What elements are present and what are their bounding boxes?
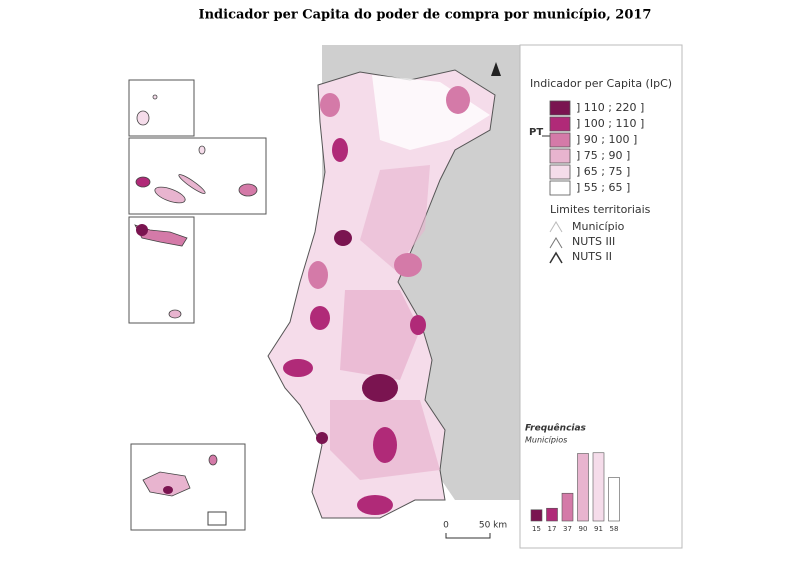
- histogram-label: 15: [532, 525, 541, 533]
- histogram-bar: [546, 507, 558, 522]
- island: [178, 174, 206, 194]
- legend-label: ] 65 ; 75 ]: [576, 165, 630, 178]
- scale-bar: [445, 533, 491, 539]
- legend-swatch: [549, 132, 571, 148]
- pt-label: PT: [529, 127, 543, 138]
- legend-swatch: [549, 180, 571, 196]
- region: [360, 165, 430, 270]
- island: [152, 94, 158, 100]
- island: [135, 176, 151, 188]
- island: [136, 110, 150, 126]
- histogram-subtitle: Municípios: [525, 436, 567, 445]
- island: [168, 309, 182, 319]
- region: [357, 495, 393, 515]
- island: [134, 224, 188, 247]
- histogram-label: 58: [610, 525, 619, 533]
- legend-label: ] 75 ; 90 ]: [576, 149, 630, 162]
- legend-swatch: [549, 148, 571, 164]
- island: [154, 186, 186, 204]
- region: [394, 253, 422, 277]
- limit-label: Município: [572, 220, 625, 233]
- histogram-bar: [561, 492, 574, 522]
- region: [283, 359, 313, 377]
- histogram-title: Frequências: [525, 423, 587, 434]
- region: [410, 315, 426, 335]
- inset-frame: [207, 511, 227, 526]
- region: [372, 75, 490, 150]
- limit-label: NUTS II: [572, 250, 612, 263]
- region: [320, 93, 340, 117]
- island: [136, 224, 148, 236]
- histogram-label: 37: [563, 525, 572, 533]
- region: [334, 230, 352, 246]
- island: [142, 471, 191, 497]
- histogram-label: 17: [548, 525, 557, 533]
- island: [238, 183, 258, 197]
- inset: [128, 137, 267, 215]
- histogram-bar: [530, 509, 543, 522]
- region: [373, 427, 397, 463]
- limits-title: Limites territoriais: [550, 203, 651, 216]
- region: [362, 374, 398, 402]
- scale-label: 50 km: [479, 521, 507, 531]
- region: [308, 261, 328, 289]
- scale-label: 0: [443, 521, 449, 531]
- island: [198, 145, 206, 155]
- region: [340, 290, 420, 380]
- legend-label: ] 90 ; 100 ]: [576, 133, 637, 146]
- title: Indicador per Capita do poder de compra …: [199, 8, 652, 23]
- histogram-bar: [592, 452, 605, 522]
- legend-swatch: [549, 100, 571, 116]
- region: [310, 306, 330, 330]
- spain-south: [440, 478, 520, 500]
- island: [208, 454, 218, 466]
- region: [332, 138, 348, 162]
- region: [316, 432, 328, 444]
- north-arrow: [491, 62, 501, 76]
- limit-symbol: [549, 221, 563, 233]
- histogram-bar: [608, 477, 620, 522]
- region: [446, 86, 470, 114]
- legend-title: Indicador per Capita (IpC): [530, 77, 672, 90]
- legend-label: ] 110 ; 220 ]: [576, 101, 644, 114]
- legend-label: ] 100 ; 110 ]: [576, 117, 644, 130]
- limit-label: NUTS III: [572, 235, 615, 248]
- limit-symbol: [549, 251, 563, 264]
- legend-swatch: [549, 164, 571, 180]
- map: [267, 45, 520, 519]
- legend-swatch: [549, 116, 571, 132]
- island: [163, 486, 173, 494]
- legend-label: ] 55 ; 65 ]: [576, 181, 630, 194]
- limit-symbol: [549, 237, 563, 249]
- inset: [128, 79, 195, 137]
- histogram-bar: [577, 453, 589, 522]
- histogram-label: 90: [579, 525, 588, 533]
- histogram-label: 91: [594, 525, 603, 533]
